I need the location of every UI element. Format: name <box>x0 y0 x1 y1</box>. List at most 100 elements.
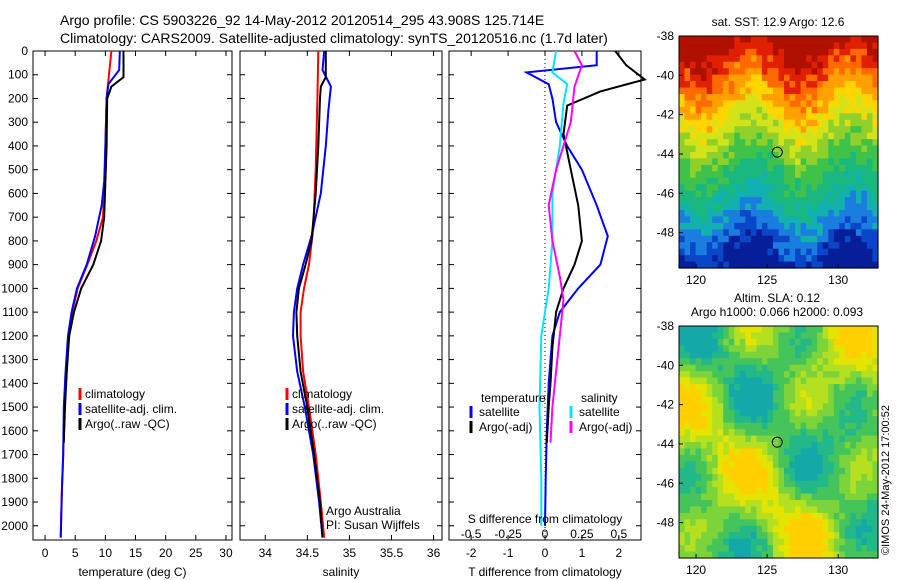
map-cell <box>806 364 813 372</box>
map-cell <box>761 538 769 546</box>
map-cell <box>844 42 851 50</box>
map-cell <box>811 255 818 263</box>
map-cell <box>690 345 697 353</box>
map-cell <box>822 326 829 334</box>
map-cell <box>712 261 719 269</box>
map-cell <box>844 461 851 469</box>
map-cell <box>822 525 829 533</box>
map-cell <box>806 36 813 44</box>
map-cell <box>861 68 868 76</box>
map-cell <box>861 132 868 140</box>
map-cell <box>839 506 846 514</box>
map-cell <box>778 429 785 437</box>
map-cell <box>717 261 724 269</box>
map-cell <box>690 171 697 179</box>
map-cell <box>695 248 702 256</box>
map-cell <box>679 448 686 456</box>
map-cell <box>817 461 824 469</box>
top-x-axis-label: S difference from climatology <box>468 512 623 526</box>
map-cell <box>789 158 796 166</box>
map-cell <box>717 248 724 256</box>
map-cell <box>866 248 874 256</box>
map-cell <box>811 48 818 56</box>
map-cell <box>789 512 796 520</box>
map-cell <box>806 525 813 533</box>
map-cell <box>772 197 780 205</box>
map-cell <box>756 358 763 366</box>
x-tick-label: 0 <box>542 546 549 560</box>
map-cell <box>723 106 730 114</box>
map-cell <box>745 164 752 172</box>
map-cell <box>723 190 730 198</box>
map-cell <box>833 480 840 488</box>
map-cell <box>739 113 746 121</box>
map-cell <box>778 338 785 346</box>
map-cell <box>723 152 730 160</box>
map-cell <box>734 126 741 134</box>
map-cell <box>684 55 691 63</box>
map-cell <box>728 351 735 359</box>
map-cell <box>789 235 796 243</box>
map-cell <box>861 345 868 353</box>
map-cell <box>734 461 741 469</box>
x-tick-label: 10 <box>99 546 113 560</box>
map-cell <box>866 525 874 533</box>
map-cell <box>795 512 802 520</box>
y-tick-label: 1500 <box>1 400 28 414</box>
map-cell <box>734 87 741 95</box>
y-tick-label: 1800 <box>1 471 28 485</box>
map-cell <box>750 248 757 256</box>
map-cell <box>789 429 796 437</box>
map-cell <box>795 487 802 495</box>
map-cell <box>822 197 829 205</box>
map-cell <box>872 242 879 250</box>
map-cell <box>839 132 846 140</box>
map-cell <box>706 338 713 346</box>
map-cell <box>822 454 829 462</box>
map-cell <box>855 493 863 501</box>
map-cell <box>839 42 846 50</box>
map-cell <box>778 545 785 553</box>
map-cell <box>701 435 708 443</box>
map-cell <box>684 416 691 424</box>
map-cell <box>756 519 763 527</box>
map-cell <box>784 74 791 82</box>
y-tick-label: -48 <box>657 226 675 240</box>
map-cell <box>684 139 691 147</box>
map-cell <box>684 119 691 127</box>
map-cell <box>806 132 813 140</box>
map-cell <box>772 94 780 102</box>
map-cell <box>690 545 697 553</box>
map-cell <box>695 403 702 411</box>
map-cell <box>789 106 796 114</box>
map-cell <box>701 81 708 89</box>
map-cell <box>806 261 813 269</box>
map-cell <box>712 493 719 501</box>
map-cell <box>872 396 879 404</box>
map-cell <box>850 364 857 372</box>
map-cell <box>833 242 840 250</box>
map-cell <box>806 493 813 501</box>
map-cell <box>690 525 697 533</box>
map-cell <box>811 519 818 527</box>
map-cell <box>739 538 746 546</box>
map-cell <box>717 519 724 527</box>
map-cell <box>855 345 863 353</box>
map-cell <box>811 164 818 172</box>
map-cell <box>745 42 752 50</box>
map-cell <box>690 512 697 520</box>
map-cell <box>684 403 691 411</box>
map-cell <box>679 435 686 443</box>
map-cell <box>745 448 752 456</box>
map-cell <box>734 384 741 392</box>
map-cell <box>784 442 791 450</box>
map-cell <box>761 487 769 495</box>
map-cell <box>795 74 802 82</box>
map-cell <box>817 538 824 546</box>
annotation-text: PI: Susan Wijffels <box>326 518 420 532</box>
map-cell <box>822 48 829 56</box>
map-cell <box>684 345 691 353</box>
map-cell <box>872 532 879 540</box>
map-cell <box>679 145 686 153</box>
map-cell <box>756 152 763 160</box>
